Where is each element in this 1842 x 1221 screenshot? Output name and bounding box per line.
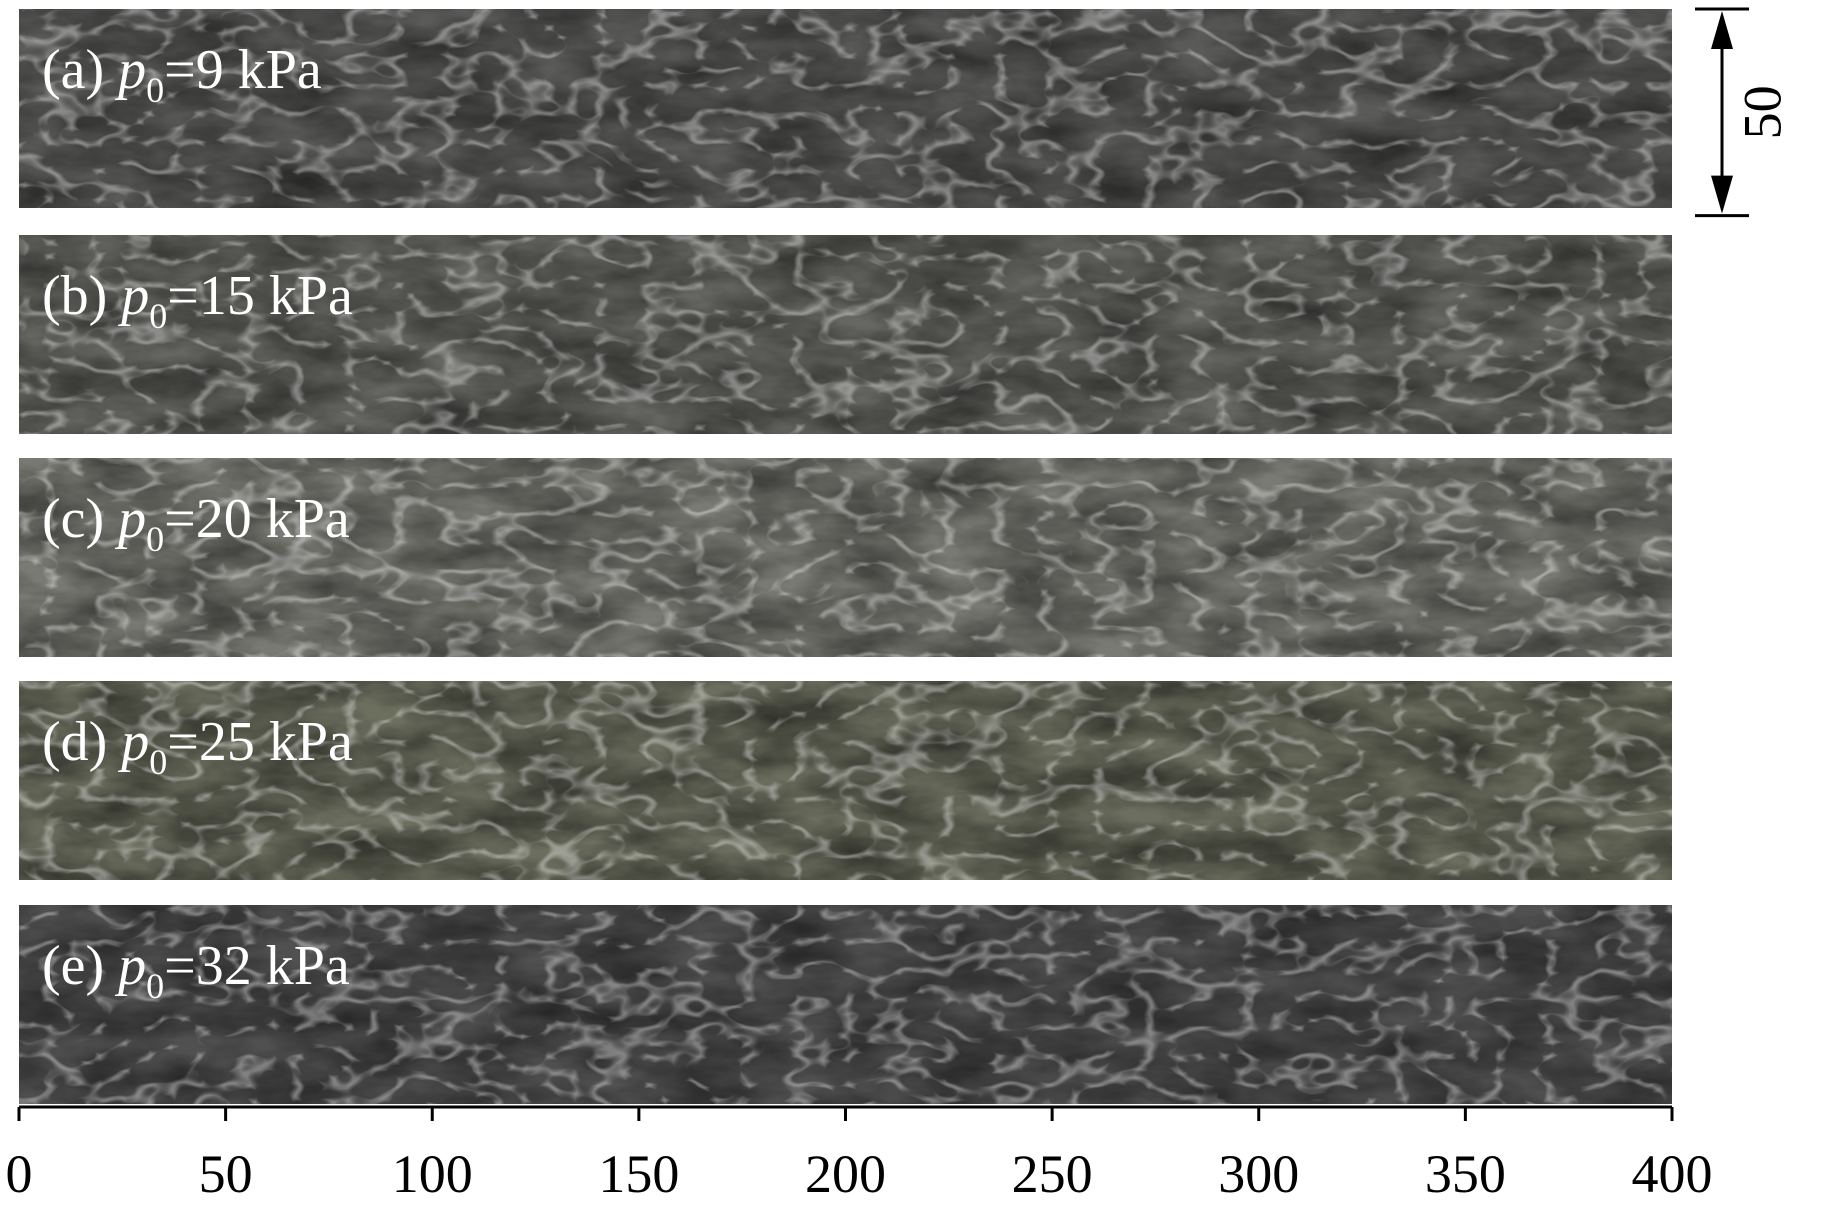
photo-cracks (19, 681, 1672, 880)
pressure-subscript: 0 (149, 742, 167, 782)
pressure-symbol: p (114, 935, 146, 997)
arrow-head (1711, 11, 1733, 49)
pressure-symbol: p (114, 39, 146, 101)
photo-panel: (b) p0=15 kPa (19, 235, 1672, 434)
tick-label: 50 (199, 1144, 253, 1204)
photo-panel: (e) p0=32 kPa (19, 905, 1672, 1104)
photo-panel: (c) p0=20 kPa (19, 458, 1672, 657)
tick-label: 300 (1218, 1144, 1299, 1204)
photo-cracks (19, 235, 1672, 434)
pressure-symbol: p (117, 265, 149, 327)
pressure-value: =9 kPa (164, 39, 322, 101)
tick-label: 350 (1425, 1144, 1506, 1204)
pressure-subscript: 0 (146, 70, 164, 110)
tick-label: 0 (6, 1144, 33, 1204)
panel-label: (a) p0=9 kPa (42, 39, 322, 110)
pressure-subscript: 0 (149, 296, 167, 336)
panel-tag: (b) (42, 265, 107, 327)
scale-bar-label: 50 (1732, 85, 1792, 139)
tick-label: 100 (392, 1144, 473, 1204)
photo-cracks (19, 905, 1672, 1104)
pressure-value: =25 kPa (167, 711, 353, 773)
pressure-subscript: 0 (146, 966, 164, 1006)
pressure-subscript: 0 (146, 519, 164, 559)
tick-label: 200 (805, 1144, 886, 1204)
pressure-symbol: p (117, 711, 149, 773)
panel-tag: (c) (42, 488, 104, 550)
photo-cracks (19, 9, 1672, 208)
arrow-head (1711, 175, 1733, 214)
panel-tag: (e) (42, 935, 104, 997)
panel-label: (b) p0=15 kPa (42, 265, 353, 336)
pressure-value: =32 kPa (164, 935, 350, 997)
photo-panel: (a) p0=9 kPa (19, 9, 1672, 208)
panel-tag: (a) (42, 39, 104, 101)
scale-bar: 50 (1695, 7, 1792, 218)
pressure-value: =15 kPa (167, 265, 353, 327)
panel-label: (e) p0=32 kPa (42, 935, 350, 1006)
pressure-value: =20 kPa (164, 488, 350, 550)
tick-label: 250 (1012, 1144, 1093, 1204)
panel-label: (c) p0=20 kPa (42, 488, 350, 559)
tick-label: 150 (598, 1144, 679, 1204)
tick-label: 400 (1632, 1144, 1713, 1204)
panel-label: (d) p0=25 kPa (42, 711, 353, 782)
photo-cracks (19, 458, 1672, 657)
pressure-symbol: p (114, 488, 146, 550)
panel-tag: (d) (42, 711, 107, 773)
photo-panel: (d) p0=25 kPa (19, 681, 1672, 880)
